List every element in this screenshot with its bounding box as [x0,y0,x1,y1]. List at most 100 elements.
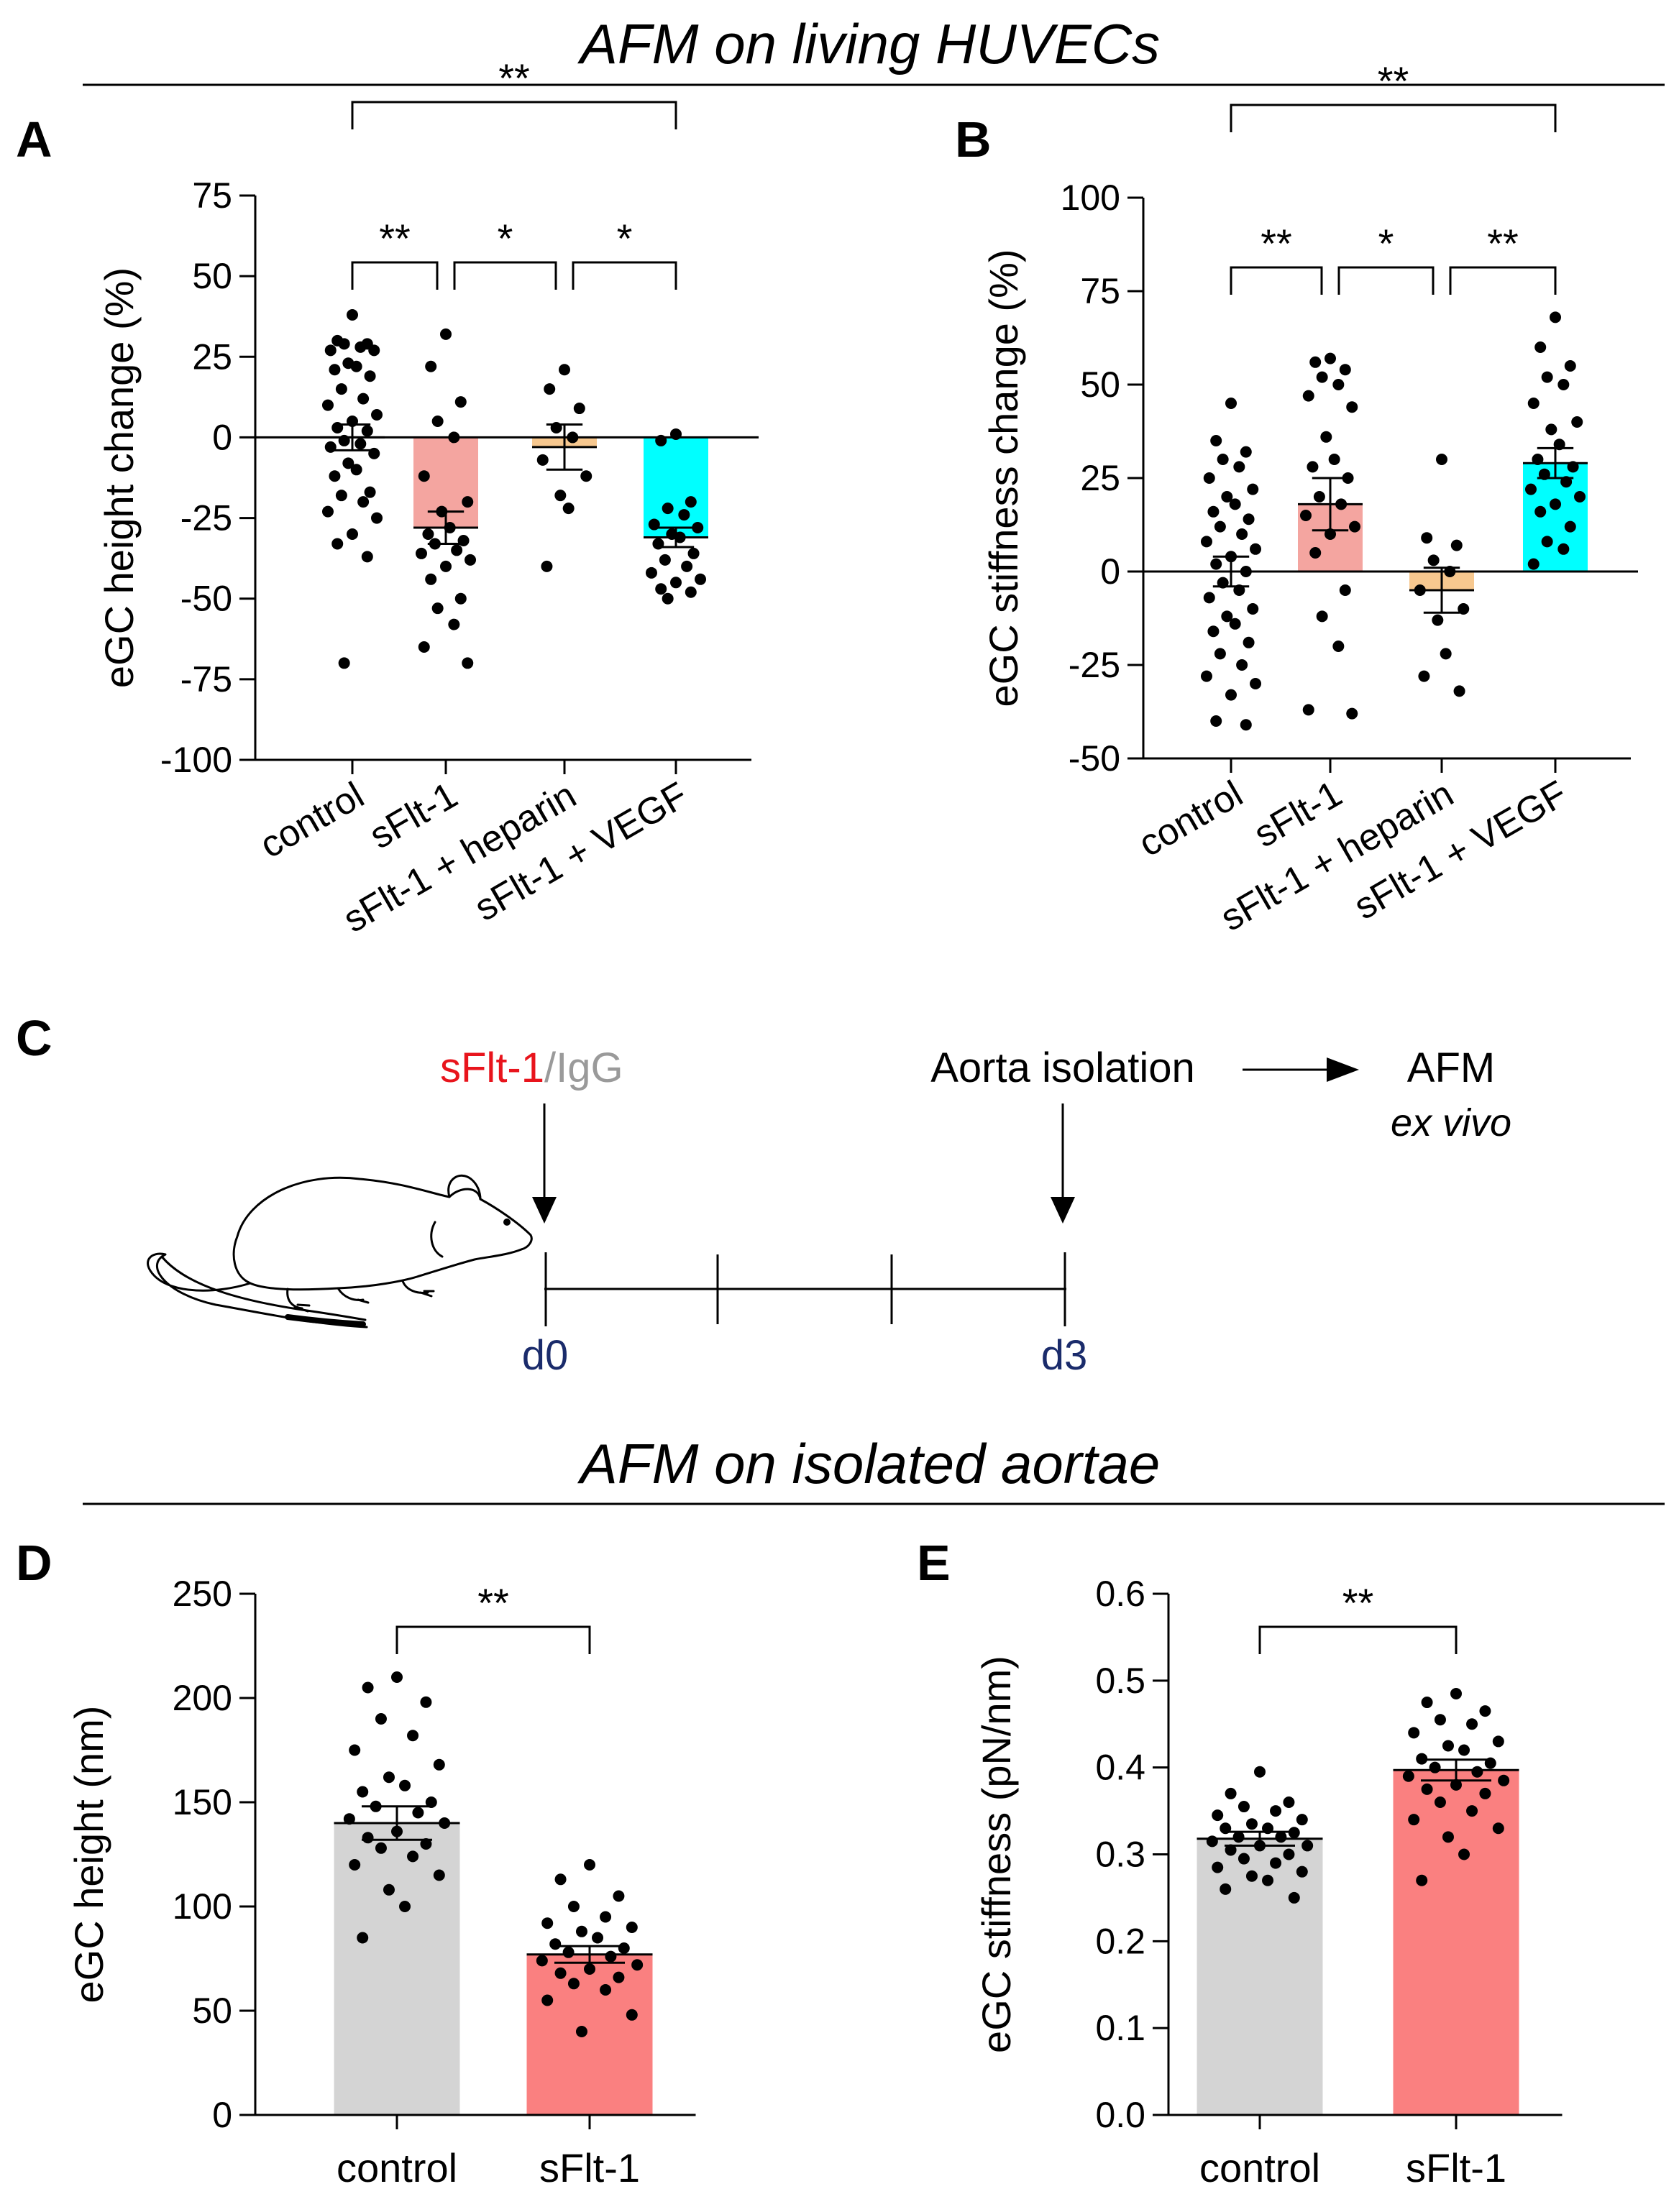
mouse-eye [503,1219,511,1226]
data-point-b-1-0 [1325,352,1336,364]
data-point-b-0-30 [1225,689,1237,701]
significance-bracket-d-0 [395,1625,591,1654]
data-point-b-1-16 [1309,547,1322,559]
data-point-d-1-0 [584,1859,595,1871]
data-point-a-3-4 [678,509,690,521]
data-point-e-1-13 [1402,1770,1414,1782]
data-point-b-1-11 [1313,491,1325,502]
data-point-b-3-2 [1564,360,1576,372]
data-point-b-3-18 [1541,536,1553,548]
afm-label: AFM [1407,1045,1495,1091]
data-point-b-1-9 [1307,461,1319,473]
mouse-icon [147,1174,533,1328]
data-point-b-2-3 [1427,554,1440,566]
data-point-b-0-3 [1217,454,1229,465]
data-point-b-2-6 [1458,603,1470,615]
data-point-a-0-28 [321,505,334,518]
data-point-d-0-10 [425,1796,437,1808]
data-point-e-1-5 [1408,1727,1420,1739]
data-point-e-1-6 [1492,1735,1504,1748]
data-point-d-0-7 [383,1771,395,1784]
data-point-a-0-9 [329,364,341,376]
data-point-d-1-14 [631,1959,644,1971]
data-point-a-1-14 [465,554,477,566]
y-axis-label-d: eGC height (nm) [66,1706,111,2004]
data-point-d-0-16 [362,1832,374,1844]
data-point-e-1-20 [1408,1814,1420,1826]
data-point-b-3-20 [1527,558,1540,570]
data-point-b-0-29 [1250,678,1262,689]
significance-bracket-b-1 [1230,266,1323,295]
data-point-d-0-4 [407,1730,419,1742]
ex-vivo-label: ex vivo [1391,1101,1511,1144]
data-point-b-3-5 [1527,398,1540,409]
data-point-d-0-8 [399,1779,411,1791]
significance-label-b-0: ** [1378,58,1409,104]
panel-letter-a: A [16,111,52,167]
data-point-a-2-5 [536,454,549,466]
data-point-b-3-3 [1541,371,1553,383]
data-point-d-1-6 [626,1922,638,1933]
significance-label-a-3: * [617,216,633,261]
y-tick-label-a-7: -100 [160,740,232,780]
data-point-a-1-16 [425,573,437,585]
data-point-d-0-20 [349,1859,361,1871]
data-point-d-1-18 [567,1978,580,1990]
data-point-a-1-6 [462,496,474,508]
data-point-a-0-13 [321,399,334,411]
data-point-e-0-6 [1296,1814,1308,1826]
data-point-a-0-10 [364,370,376,382]
panel-letter-b: B [955,111,992,167]
data-point-e-0-16 [1225,1844,1237,1856]
significance-label-b-2: * [1378,221,1394,266]
data-point-b-0-7 [1221,491,1233,502]
data-point-b-0-14 [1250,543,1262,555]
chart-panel-e: 0.6 0.5 0.4 0.3 0.2 0.1 0.0 control sFlt-1 eGC st… [974,1574,1563,2190]
injection-label: sFlt-1/IgG [440,1045,623,1091]
y-tick-label-a-1: 50 [192,256,232,296]
data-point-d-0-9 [357,1786,369,1798]
injection-arrowhead [532,1197,557,1224]
y-tick-label-e-5: 0.1 [1095,2008,1145,2048]
data-point-e-0-1 [1225,1787,1237,1799]
data-point-d-1-1 [554,1873,567,1886]
data-point-a-0-24 [329,470,341,482]
data-point-b-0-22 [1221,610,1233,623]
data-point-a-0-29 [371,512,383,524]
data-point-e-1-21 [1492,1822,1504,1835]
data-point-d-1-17 [613,1971,625,1983]
data-point-a-0-6 [368,344,380,357]
data-point-b-0-27 [1236,659,1248,671]
data-point-e-1-23 [1458,1848,1470,1860]
data-point-b-3-6 [1571,416,1583,428]
data-point-d-0-3 [375,1713,387,1725]
data-point-b-0-8 [1229,498,1241,510]
data-point-e-0-11 [1232,1831,1245,1843]
data-point-b-0-23 [1229,618,1241,630]
data-point-b-3-7 [1545,423,1557,436]
data-point-a-3-18 [662,592,674,605]
data-point-b-3-19 [1557,543,1570,555]
data-point-a-1-9 [422,528,434,540]
data-point-a-3-12 [681,560,693,572]
afm-arrowhead [1327,1057,1359,1082]
data-point-d-1-5 [541,1917,554,1929]
data-point-a-0-25 [364,486,376,498]
data-point-d-0-19 [407,1850,419,1863]
data-point-b-0-0 [1225,398,1237,409]
data-point-e-1-0 [1450,1687,1462,1699]
data-point-b-3-4 [1557,379,1570,390]
category-label-b-0: control [1132,773,1250,865]
data-point-b-1-19 [1332,641,1345,652]
y-tick-label-e-1: 0.5 [1095,1661,1145,1701]
data-point-a-2-9 [541,560,553,572]
day-label-d3: d3 [1041,1332,1088,1379]
data-point-b-1-4 [1332,379,1345,390]
significance-bracket-b-3 [1449,266,1557,295]
significance-label-b-1: ** [1261,221,1292,266]
data-point-e-1-22 [1442,1831,1454,1843]
significance-label-d-0: ** [477,1580,509,1625]
data-point-a-0-27 [357,496,370,508]
data-point-b-1-20 [1302,704,1314,716]
data-point-b-0-20 [1203,592,1215,604]
